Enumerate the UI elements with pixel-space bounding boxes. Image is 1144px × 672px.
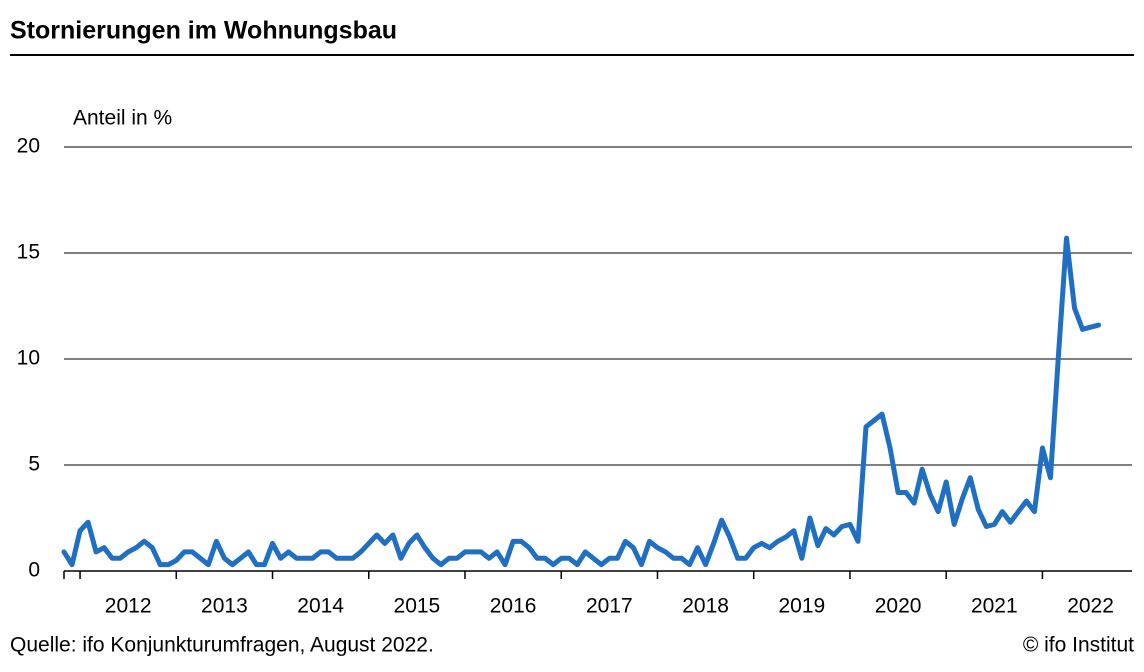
x-tick-label: 2018 <box>682 595 729 618</box>
x-tick-label: 2012 <box>105 595 152 618</box>
y-tick-label: 10 <box>17 347 40 370</box>
y-tick-label: 5 <box>28 453 40 476</box>
y-tick-label: 15 <box>17 241 40 264</box>
chart-title: Stornierungen im Wohnungsbau <box>10 17 397 45</box>
y-tick-label: 20 <box>17 135 40 158</box>
x-tick-label: 2019 <box>778 595 825 618</box>
credit: © ifo Institut <box>1023 634 1134 657</box>
x-tick-label: 2017 <box>586 595 633 618</box>
y-axis-label: Anteil in % <box>73 107 172 130</box>
data-line <box>61 235 1102 568</box>
x-tick-label: 2016 <box>490 595 537 618</box>
x-tick-label: 2021 <box>971 595 1018 618</box>
x-tick-label: 2013 <box>201 595 248 618</box>
x-tick-label: 2015 <box>394 595 441 618</box>
x-tick-label: 2014 <box>297 595 344 618</box>
y-tick-label: 0 <box>28 559 40 582</box>
x-tick-label: 2020 <box>875 595 922 618</box>
source-note: Quelle: ifo Konjunkturumfragen, August 2… <box>10 634 434 657</box>
x-tick-label: 2022 <box>1067 595 1114 618</box>
